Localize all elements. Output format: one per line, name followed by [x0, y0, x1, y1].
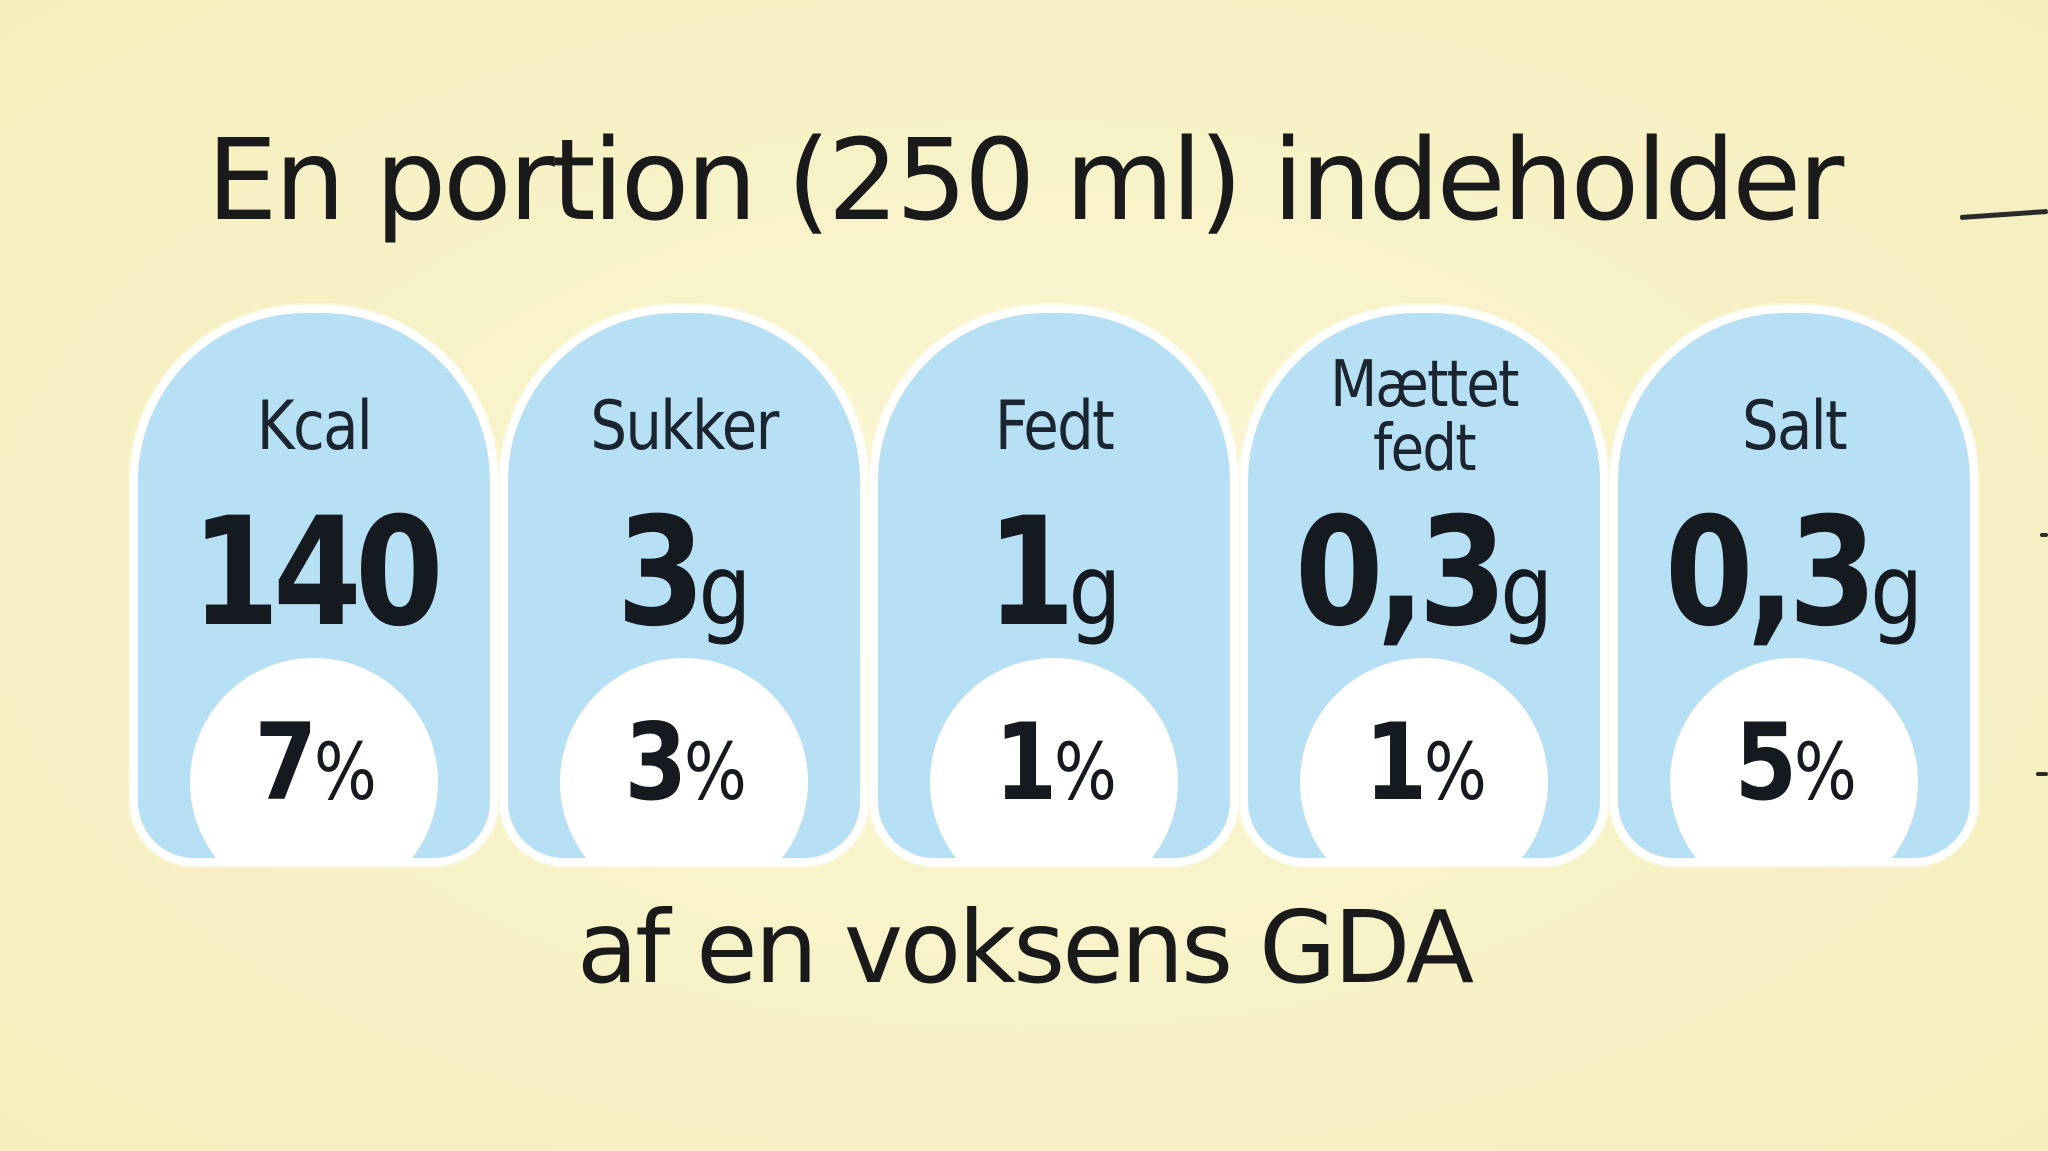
percent-circle: 1%: [930, 658, 1178, 858]
nutrient-value: 0,3g: [1274, 498, 1573, 648]
gda-badge-maettet-fedt: Mættet fedt 0,3g 1%: [1240, 305, 1608, 866]
value-number: 0,3: [1294, 486, 1507, 660]
gda-badge-fedt: Fedt 1g 1%: [870, 305, 1238, 866]
nutrient-label: Fedt: [994, 387, 1115, 466]
value-number: 3: [616, 486, 706, 660]
percent-circle: 7%: [190, 658, 438, 858]
nutrient-label: Salt: [1741, 387, 1848, 466]
percent-sign: %: [1793, 728, 1857, 818]
nutrient-value: 140: [164, 498, 463, 648]
pointer-line-middle: [2040, 533, 2048, 537]
percent-circle: 5%: [1670, 658, 1918, 858]
value-number: 140: [191, 486, 444, 660]
heading: En portion (250 ml) indeholder: [206, 116, 1845, 246]
nutrient-value: 1g: [904, 498, 1203, 648]
percent-value: 5%: [1689, 710, 1900, 816]
nutrient-value: 0,3g: [1644, 498, 1943, 648]
value-number: 0,3: [1664, 486, 1877, 660]
percent-value: 1%: [949, 710, 1160, 816]
percent-sign: %: [1053, 728, 1117, 818]
percent-number: 7: [254, 701, 318, 824]
nutrient-value: 3g: [534, 498, 833, 648]
nutrient-label: Kcal: [256, 387, 373, 466]
percent-number: 5: [1734, 701, 1798, 824]
percent-value: 3%: [579, 710, 790, 816]
percent-sign: %: [313, 728, 377, 818]
gda-badge-sukker: Sukker 3g 3%: [500, 305, 868, 866]
percent-number: 1: [994, 701, 1058, 824]
gda-badge-kcal: Kcal 140 7%: [130, 305, 498, 866]
percent-number: 3: [624, 701, 688, 824]
percent-value: 7%: [209, 710, 420, 816]
percent-circle: 1%: [1300, 658, 1548, 858]
nutrient-label: Sukker: [590, 387, 779, 466]
percent-value: 1%: [1319, 710, 1530, 816]
percent-circle: 3%: [560, 658, 808, 858]
percent-number: 1: [1364, 701, 1428, 824]
gda-badge-salt: Salt 0,3g 5%: [1610, 305, 1978, 866]
value-unit: g: [1870, 534, 1924, 648]
nutrient-label: Mættet fedt: [1330, 348, 1519, 486]
value-number: 1: [986, 486, 1076, 660]
value-unit: g: [698, 534, 752, 648]
value-unit: g: [1500, 534, 1554, 648]
pointer-line-bottom: [2036, 772, 2048, 776]
percent-sign: %: [1423, 728, 1487, 818]
value-unit: g: [1068, 534, 1122, 648]
percent-sign: %: [683, 728, 747, 818]
footer-caption: af en voksens GDA: [576, 889, 1474, 1006]
